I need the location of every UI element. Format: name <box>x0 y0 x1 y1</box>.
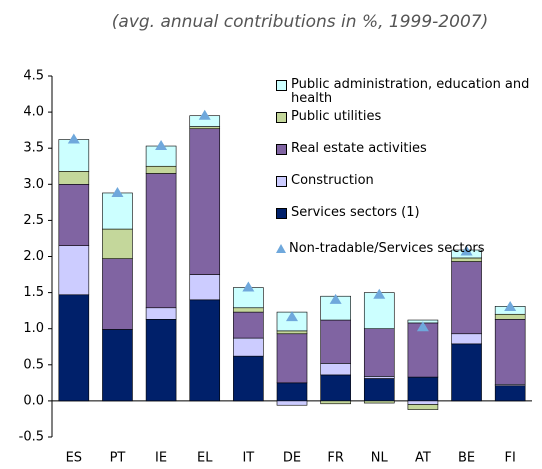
x-tick-label: AT <box>415 451 431 466</box>
x-tick-label: DE <box>283 451 301 466</box>
y-tick-label: 3.5 <box>23 141 44 156</box>
bar-segment <box>189 128 221 275</box>
bar-segment <box>58 245 90 296</box>
bar-segment <box>233 355 264 402</box>
bar-segment <box>233 307 264 313</box>
bar-segment <box>451 257 482 262</box>
legend-item: Public administration, education and hea… <box>276 78 538 106</box>
y-tick-label: 4.0 <box>23 105 44 120</box>
marker <box>373 288 386 299</box>
marker <box>286 311 298 322</box>
x-tick-label: BE <box>458 451 475 466</box>
bar-segment <box>102 329 133 402</box>
x-tick-label: EL <box>197 451 213 466</box>
bar-segment <box>189 274 221 301</box>
y-tick-label: 2.0 <box>23 249 44 264</box>
bar-segment <box>494 313 526 320</box>
x-tick-label: FR <box>327 451 344 466</box>
legend-label: Public utilities <box>291 109 382 124</box>
bar-segment <box>145 307 177 320</box>
legend-label: Construction <box>291 173 374 188</box>
bar-segment <box>145 165 177 174</box>
bar-segment <box>451 333 482 345</box>
y-tick-label: 0.5 <box>23 357 44 372</box>
legend-swatch <box>276 244 286 253</box>
legend-item: Non-tradable/Services sectors <box>276 242 538 256</box>
legend-swatch <box>276 176 287 187</box>
y-tick-label: 4.5 <box>23 69 44 84</box>
x-tick-label: FI <box>505 451 516 466</box>
bar-segment <box>363 400 395 404</box>
bar-segment <box>58 184 90 246</box>
bar-segment <box>320 319 351 364</box>
marker <box>67 133 80 144</box>
legend-label: Real estate activities <box>291 141 427 156</box>
x-tick-label: IE <box>155 451 167 466</box>
marker <box>198 109 211 120</box>
chart-title: (avg. annual contributions in %, 1999-20… <box>112 12 488 32</box>
legend-swatch <box>276 208 287 219</box>
bar-segment <box>145 173 177 309</box>
y-tick-label: -0.5 <box>19 430 44 445</box>
legend-item: Public utilities <box>276 110 538 124</box>
legend-swatch <box>276 80 287 91</box>
y-tick-label: 3.0 <box>23 177 44 192</box>
y-tick-label: 2.5 <box>23 213 44 228</box>
x-tick-label: NL <box>371 451 389 466</box>
bar-segment <box>102 228 133 259</box>
bar-segment <box>102 258 133 330</box>
bar-segment <box>189 126 221 130</box>
bar-segment <box>58 139 90 172</box>
bar-segment <box>145 319 177 402</box>
bar-segment <box>363 328 395 377</box>
legend-swatch <box>276 144 287 155</box>
bar-segment <box>407 376 439 402</box>
x-tick-label: ES <box>66 451 82 466</box>
bar-segment <box>407 404 439 410</box>
bar-segment <box>494 385 526 402</box>
bar-segment <box>320 363 351 376</box>
bar-segment <box>233 337 264 357</box>
bar-segment <box>276 330 308 335</box>
bar-segment <box>320 400 351 405</box>
bar-segment <box>451 343 482 402</box>
bar-segment <box>58 294 90 402</box>
x-tick-label: IT <box>242 451 254 466</box>
y-tick-label: 1.5 <box>23 285 44 300</box>
bar-segment <box>233 311 264 339</box>
y-tick-label: 1.0 <box>23 321 44 336</box>
bar-segment <box>494 319 526 385</box>
bar-segment <box>363 376 395 379</box>
legend-item: Construction <box>276 174 538 188</box>
marker <box>416 321 429 332</box>
legend-label: Public administration, education and hea… <box>291 77 530 106</box>
legend-item: Services sectors (1) <box>276 206 538 220</box>
bar-segment <box>276 382 308 402</box>
bar-segment <box>58 171 90 185</box>
bar-segment <box>276 333 308 384</box>
legend-label: Services sectors (1) <box>291 205 420 220</box>
marker <box>111 186 124 197</box>
bar-segment <box>102 192 133 230</box>
legend-swatch <box>276 112 287 123</box>
legend-label: Non-tradable/Services sectors <box>289 241 485 256</box>
bar-segment <box>276 400 308 406</box>
legend-item: Real estate activities <box>276 142 538 156</box>
bar-segment <box>407 400 439 405</box>
marker <box>460 245 473 256</box>
bar-segment <box>451 261 482 335</box>
bar-segment <box>189 299 221 402</box>
marker <box>155 140 168 151</box>
bar-segment <box>363 378 395 402</box>
marker <box>504 301 517 312</box>
marker <box>242 281 255 292</box>
bar-segment <box>320 374 351 402</box>
marker <box>329 293 342 304</box>
x-tick-label: PT <box>110 451 126 466</box>
y-tick-label: 0.0 <box>23 393 44 408</box>
